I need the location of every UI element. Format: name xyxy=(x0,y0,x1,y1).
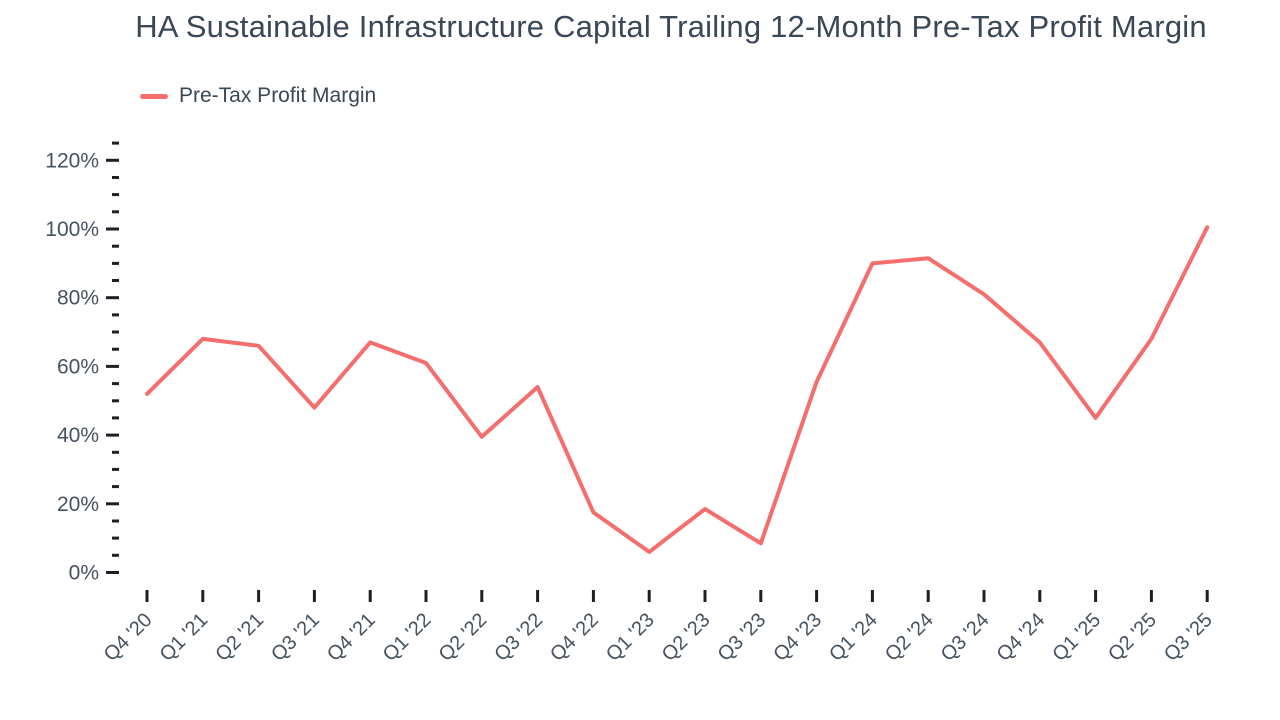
x-axis-tick-label: Q3 '25 xyxy=(1160,609,1217,666)
x-axis-tick-label: Q4 '22 xyxy=(546,609,603,666)
x-axis-tick-label: Q2 '23 xyxy=(658,609,715,666)
legend-line-swatch xyxy=(140,93,168,99)
legend-label: Pre-Tax Profit Margin xyxy=(179,84,377,107)
y-axis-tick-label: 20% xyxy=(57,493,99,516)
x-axis-tick-label: Q2 '24 xyxy=(881,609,938,666)
x-axis-tick-label: Q4 '20 xyxy=(100,609,157,666)
chart-title: HA Sustainable Infrastructure Capital Tr… xyxy=(135,9,1207,44)
x-axis-tick-label: Q2 '21 xyxy=(211,609,268,666)
pre-tax-profit-margin-line xyxy=(145,225,1210,554)
y-axis-tick-label: 0% xyxy=(69,562,99,585)
x-axis-tick-label: Q4 '21 xyxy=(323,609,380,666)
x-axis-tick-label: Q4 '23 xyxy=(769,609,826,666)
y-axis-tick-label: 80% xyxy=(57,287,99,310)
x-axis-tick-label: Q3 '24 xyxy=(937,609,994,666)
x-axis-tick-label: Q1 '24 xyxy=(825,609,882,666)
y-axis-tick-label: 60% xyxy=(57,355,99,378)
x-axis-tick-label: Q1 '22 xyxy=(379,609,436,666)
x-axis-tick-label: Q4 '24 xyxy=(993,609,1050,666)
x-axis-tick-label: Q2 '22 xyxy=(435,609,492,666)
y-axis-tick-label: 120% xyxy=(45,149,99,172)
x-axis-tick-label: Q3 '21 xyxy=(267,609,324,666)
y-axis-tick-label: 100% xyxy=(45,218,99,241)
x-axis-tick-label: Q1 '23 xyxy=(602,609,659,666)
legend: Pre-Tax Profit Margin xyxy=(140,84,376,108)
x-axis-tick-label: Q1 '25 xyxy=(1048,609,1105,666)
x-axis-tick-label: Q1 '21 xyxy=(156,609,213,666)
x-axis-tick-label: Q2 '25 xyxy=(1104,609,1161,666)
x-axis-tick-label: Q3 '22 xyxy=(490,609,547,666)
x-axis-tick-label: Q3 '23 xyxy=(714,609,771,666)
y-axis-tick-label: 40% xyxy=(57,424,99,447)
